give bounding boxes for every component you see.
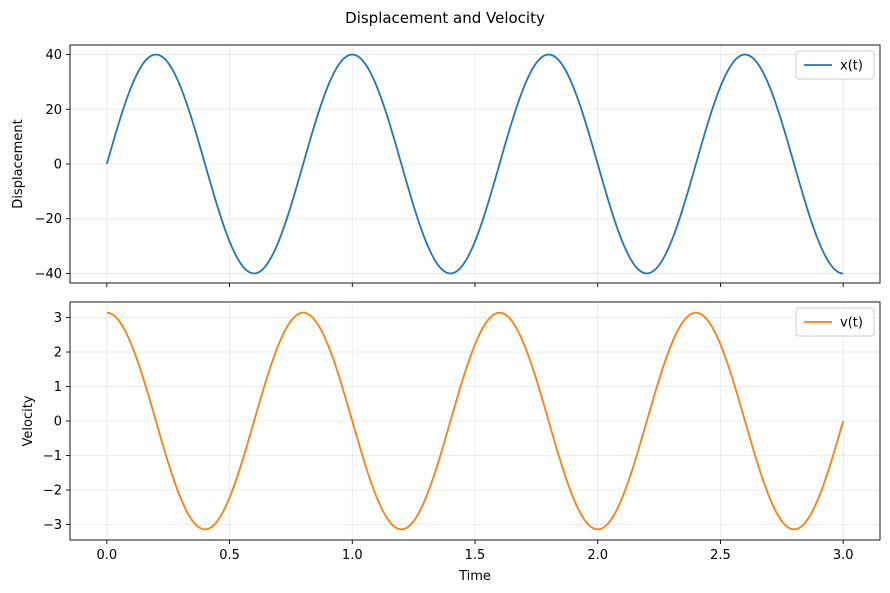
figure-title: Displacement and Velocity xyxy=(345,9,545,27)
y-tick-label: −20 xyxy=(35,212,62,227)
y-tick-label: 40 xyxy=(45,48,62,63)
y-tick-label: 0 xyxy=(54,415,62,430)
series-line-x(t) xyxy=(105,53,844,275)
legend-label: v(t) xyxy=(840,316,863,331)
legend: x(t) xyxy=(795,50,875,80)
y-tick-label: −3 xyxy=(43,518,62,533)
y-axis-label: Velocity xyxy=(21,395,36,446)
subplot-1: −40 −20 0 20 40 Displacement x(t) xyxy=(11,44,881,287)
x-tick-label: 2.5 xyxy=(710,548,731,563)
x-tick-label: 3.0 xyxy=(833,548,854,563)
y-tick-label: 2 xyxy=(54,346,62,361)
y-tick-label: 1 xyxy=(54,380,62,395)
y-tick-label: 3 xyxy=(54,311,62,326)
x-tick-label: 0.5 xyxy=(219,548,240,563)
subplot-2: 0.0 0.5 1.0 1.5 2.0 2.5 3.0 −3 −2 −1 0 1 2 3 Velocity T… xyxy=(21,301,881,584)
y-axis-label: Displacement xyxy=(11,119,26,208)
legend-box xyxy=(795,307,875,337)
x-tick-label: 1.5 xyxy=(465,548,486,563)
x-tick-label: 0.0 xyxy=(96,548,117,563)
legend: v(t) xyxy=(795,307,875,337)
series-line-v(t) xyxy=(106,311,845,531)
legend-label: x(t) xyxy=(840,59,863,74)
y-tick-label: −1 xyxy=(43,449,62,464)
y-tick-label: −2 xyxy=(43,483,62,498)
x-tick-label: 1.0 xyxy=(342,548,363,563)
x-tick-label: 2.0 xyxy=(587,548,608,563)
y-tick-label: 20 xyxy=(45,103,62,118)
x-axis-label: Time xyxy=(458,569,491,584)
y-tick-label: −40 xyxy=(35,267,62,282)
legend-box xyxy=(795,50,875,80)
y-tick-label: 0 xyxy=(54,158,62,173)
